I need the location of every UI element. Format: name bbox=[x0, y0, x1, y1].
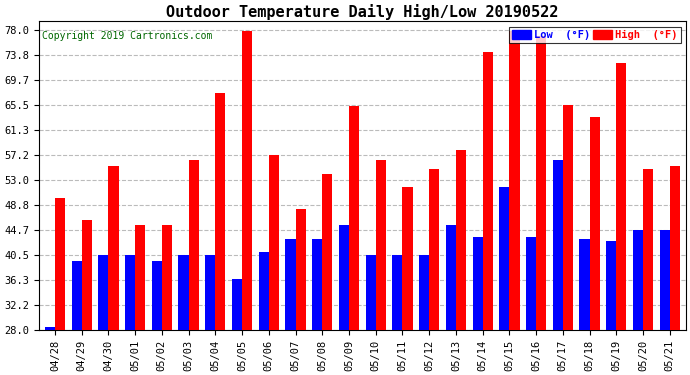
Bar bbox=[269, 155, 279, 330]
Bar bbox=[553, 160, 563, 330]
Bar bbox=[162, 225, 172, 330]
Bar bbox=[322, 174, 333, 330]
Text: Copyright 2019 Cartronics.com: Copyright 2019 Cartronics.com bbox=[42, 31, 213, 40]
Bar bbox=[259, 252, 269, 330]
Bar bbox=[188, 160, 199, 330]
Bar bbox=[205, 255, 215, 330]
Bar bbox=[580, 239, 589, 330]
Bar bbox=[509, 31, 520, 330]
Bar bbox=[339, 225, 349, 330]
Bar bbox=[526, 237, 536, 330]
Bar bbox=[215, 93, 226, 330]
Bar bbox=[429, 169, 440, 330]
Bar bbox=[376, 160, 386, 330]
Bar bbox=[232, 279, 242, 330]
Bar bbox=[45, 327, 55, 330]
Bar bbox=[500, 187, 509, 330]
Bar bbox=[295, 209, 306, 330]
Bar bbox=[286, 239, 295, 330]
Bar bbox=[670, 166, 680, 330]
Bar bbox=[366, 255, 376, 330]
Bar bbox=[536, 36, 546, 330]
Bar bbox=[108, 166, 119, 330]
Bar bbox=[607, 241, 616, 330]
Bar bbox=[179, 255, 188, 330]
Bar bbox=[72, 261, 81, 330]
Bar bbox=[152, 261, 162, 330]
Bar bbox=[393, 255, 402, 330]
Bar bbox=[563, 105, 573, 330]
Bar bbox=[98, 255, 108, 330]
Bar bbox=[81, 220, 92, 330]
Bar bbox=[402, 187, 413, 330]
Bar bbox=[312, 239, 322, 330]
Bar bbox=[349, 106, 359, 330]
Bar bbox=[660, 230, 670, 330]
Bar bbox=[242, 31, 253, 330]
Bar bbox=[125, 255, 135, 330]
Bar bbox=[473, 237, 483, 330]
Title: Outdoor Temperature Daily High/Low 20190522: Outdoor Temperature Daily High/Low 20190… bbox=[166, 4, 558, 20]
Bar bbox=[456, 150, 466, 330]
Bar bbox=[483, 53, 493, 330]
Bar bbox=[55, 198, 65, 330]
Legend: Low  (°F), High  (°F): Low (°F), High (°F) bbox=[509, 27, 680, 43]
Bar bbox=[135, 225, 146, 330]
Bar bbox=[643, 169, 653, 330]
Bar bbox=[589, 117, 600, 330]
Bar bbox=[419, 255, 429, 330]
Bar bbox=[616, 63, 627, 330]
Bar bbox=[446, 225, 456, 330]
Bar bbox=[633, 230, 643, 330]
